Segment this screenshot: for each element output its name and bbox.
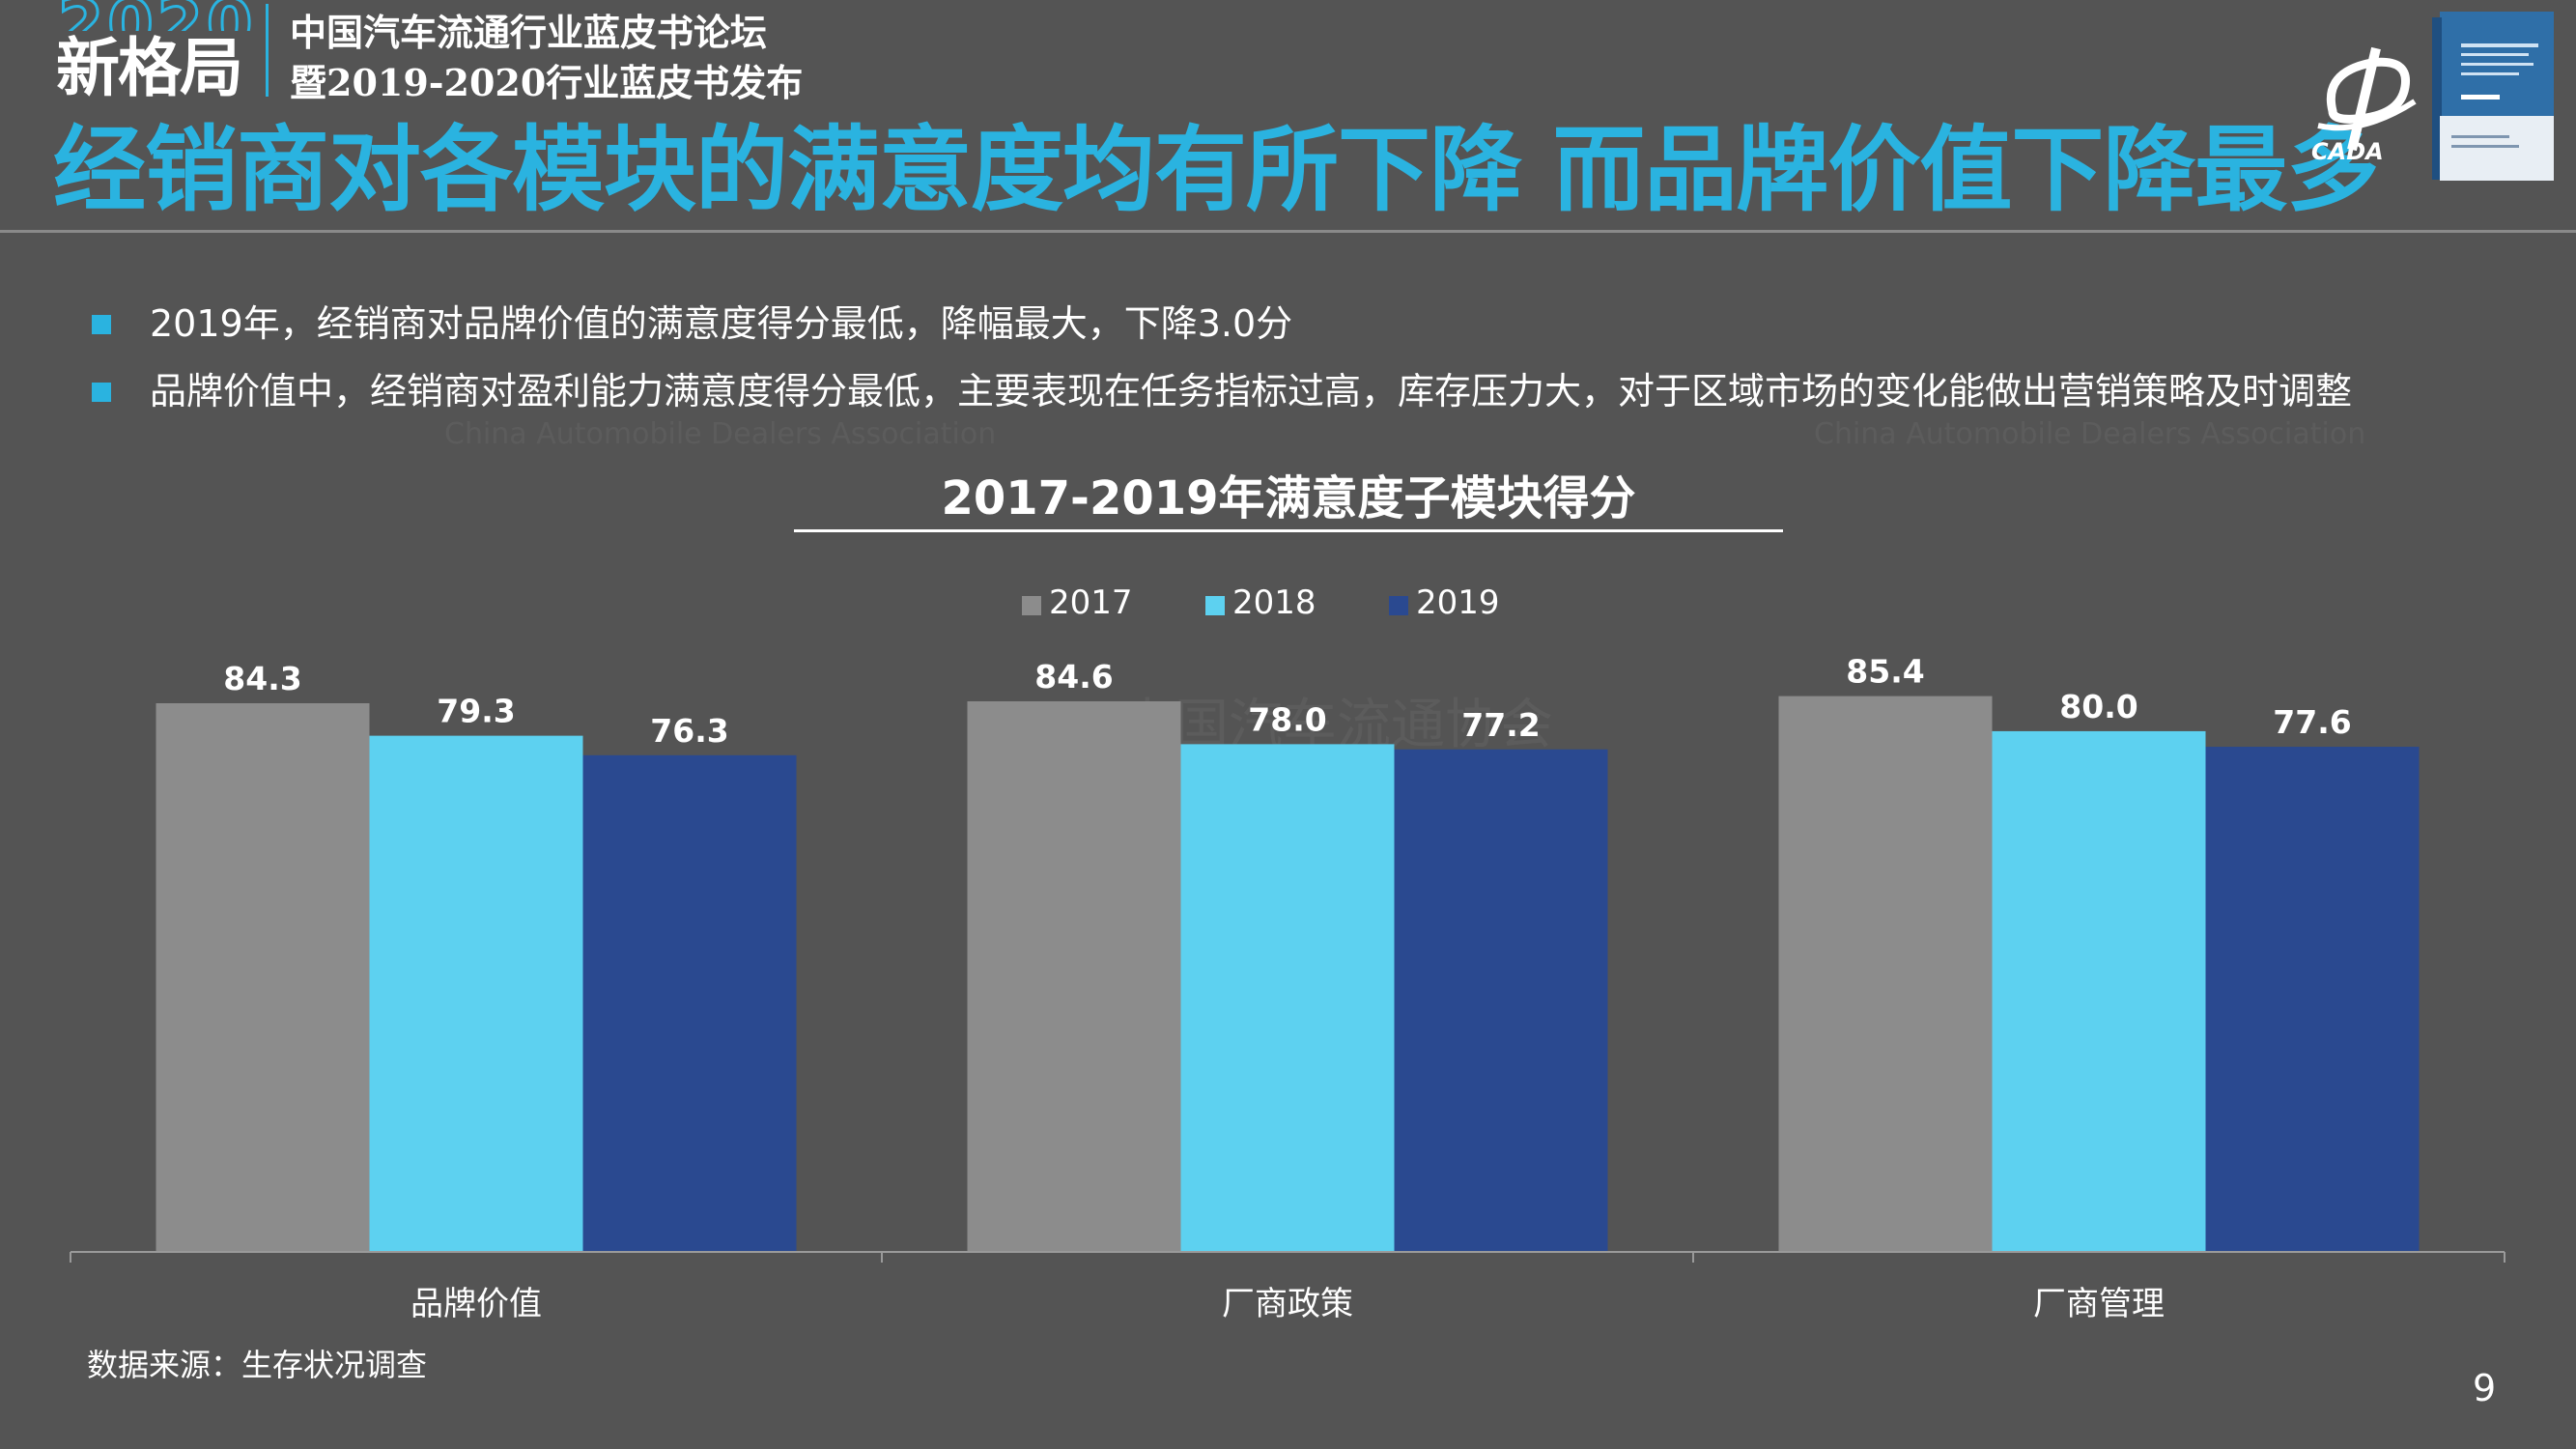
bar [1394,749,1608,1251]
data-label: 77.6 [2273,703,2351,741]
data-label: 76.3 [650,712,728,750]
data-label: 80.0 [2059,688,2137,725]
data-label: 84.6 [1034,658,1113,696]
bullet-square-icon [92,383,111,402]
legend-label: 2017 [1049,583,1133,622]
data-source: 数据来源：生存状况调查 [87,1347,428,1383]
page-title: 经销商对各模块的满意度均有所下降 而品牌价值下降最多 [53,116,2379,224]
bar [156,703,370,1251]
legend-label: 2019 [1416,583,1500,622]
chart-title: 2017-2019年满意度子模块得分 [941,471,1636,526]
bar [1778,696,1993,1251]
bullet-item: 2019年，经销商对品牌价值的满意度得分最低，降幅最大，下降3.0分 [92,290,2352,357]
header-divider [0,230,2576,233]
chart-title-underline [794,529,1783,532]
cada-logo-text: CADA [2311,138,2384,164]
bullet-text: 品牌价值中，经销商对盈利能力满意度得分最低，主要表现在任务指标过高，库存压力大，… [150,370,2353,412]
bullet-text: 2019年，经销商对品牌价值的满意度得分最低，降幅最大，下降3.0分 [150,302,1293,345]
bar [582,754,797,1251]
data-label: 85.4 [1846,653,1924,691]
data-label: 78.0 [1248,700,1326,738]
cada-logo-icon: CADA [2311,46,2417,164]
data-label: 79.3 [437,693,515,730]
legend-swatch [1205,596,1225,615]
data-label: 84.3 [223,660,301,697]
header: 2020 新格局 中国汽车流通行业蓝皮书论坛 暨2019-2020行业蓝皮书发布… [0,0,2576,232]
logo-word: 新格局 [56,31,243,105]
bullet-square-icon [92,315,111,334]
bullet-list: 2019年，经销商对品牌价值的满意度得分最低，降幅最大，下降3.0分 品牌价值中… [92,290,2352,425]
bar [369,735,583,1251]
forum-title-line1: 中国汽车流通行业蓝皮书论坛 [290,11,768,54]
logo-year: 2020 [58,0,256,31]
forum-title: 中国汽车流通行业蓝皮书论坛 暨2019-2020行业蓝皮书发布 [290,8,803,108]
legend-swatch [1389,596,1408,615]
bar [1180,744,1395,1251]
watermark-en-1: China Automobile Dealers Association [444,417,997,451]
watermark-en-2: China Automobile Dealers Association [1814,417,2366,451]
legend-swatch [1022,596,1041,615]
page-number: 9 [2473,1367,2497,1409]
x-tick-label: 厂商管理 [2033,1285,2165,1323]
x-tick-label: 厂商政策 [1222,1285,1353,1323]
bar [2205,747,2420,1251]
logo-divider [266,4,269,97]
bluebook-cover-icon [2432,12,2554,181]
data-label: 77.2 [1461,706,1540,744]
forum-title-line2: 暨2019-2020行业蓝皮书发布 [290,61,804,104]
legend-label: 2018 [1232,583,1316,622]
x-tick-label: 品牌价值 [410,1285,542,1323]
bar [1992,730,2206,1251]
bar [967,700,1181,1251]
bullet-item: 品牌价值中，经销商对盈利能力满意度得分最低，主要表现在任务指标过高，库存压力大，… [92,357,2352,425]
bar-chart: 2017 2018 2019 84.3 79.3 76.3 品牌价值 84.6 78.0 77.2… [70,583,2505,1323]
